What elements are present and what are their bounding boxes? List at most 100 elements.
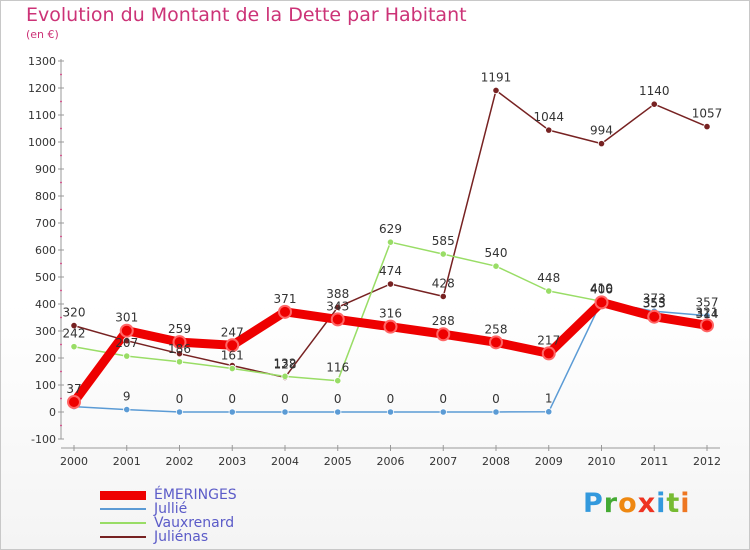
data-point (119, 323, 134, 338)
y-tick-label: 400 (35, 298, 56, 311)
data-point (386, 238, 395, 246)
data-point (334, 377, 342, 385)
data-point (545, 126, 553, 134)
chart-title: Evolution du Montant de la Dette par Hab… (26, 4, 467, 26)
data-label: 0 (334, 392, 342, 406)
data-label: 355 (643, 296, 666, 310)
x-tick-label: 2006 (377, 455, 405, 468)
data-label: 343 (326, 299, 349, 313)
data-label: 301 (115, 311, 138, 325)
x-tick-label: 2011 (640, 455, 668, 468)
y-minor-tick (60, 208, 62, 211)
data-label: 0 (281, 392, 289, 406)
legend-label-vauxrenard: Vauxrenard (154, 515, 235, 531)
logo-letter: i (680, 488, 691, 519)
data-label: 410 (590, 281, 613, 295)
data-point (123, 405, 131, 414)
data-label: 540 (485, 246, 508, 260)
data-label: 448 (537, 271, 560, 285)
data-label: 1044 (533, 110, 564, 124)
data-label: 128 (274, 357, 297, 371)
legend-swatch-julienas (100, 536, 146, 538)
data-label: 0 (387, 392, 395, 406)
data-point (228, 364, 236, 373)
legend-label-julienas: Juliénas (154, 529, 209, 545)
data-point (228, 408, 236, 416)
x-tick-label: 2003 (218, 455, 246, 468)
y-tick-label: 1200 (28, 82, 56, 95)
y-tick-label: 1100 (28, 109, 56, 122)
x-tick-label: 2004 (271, 455, 299, 468)
data-label: 1140 (639, 84, 670, 98)
y-tick-label: 1000 (28, 136, 56, 149)
data-point (597, 140, 606, 148)
data-point (383, 319, 398, 334)
data-label: 0 (176, 392, 184, 406)
data-label: 186 (168, 342, 191, 356)
data-label: 258 (485, 322, 508, 336)
logo-letter: r (603, 488, 619, 519)
data-label: 428 (432, 276, 455, 290)
y-tick-label: 200 (35, 352, 56, 365)
legend-swatch-emeringes (100, 491, 146, 500)
data-point (175, 358, 184, 366)
logo-letter: x (637, 488, 657, 519)
data-label: 353 (643, 297, 666, 311)
data-point (436, 327, 451, 342)
x-tick-label: 2007 (429, 455, 457, 468)
x-tick-label: 2002 (166, 455, 194, 468)
data-label: 0 (228, 392, 236, 406)
y-minor-tick (60, 424, 62, 427)
data-point (439, 292, 447, 301)
data-label: 9 (123, 390, 131, 404)
y-minor-tick (60, 370, 62, 373)
data-label: 132 (274, 356, 297, 370)
data-label: 410 (590, 281, 613, 295)
data-point (70, 343, 78, 351)
data-label: 314 (696, 307, 719, 321)
y-tick-label: 1300 (28, 55, 56, 68)
data-label: 247 (221, 325, 244, 339)
y-minor-tick (60, 235, 62, 238)
data-point (492, 86, 500, 95)
y-tick-label: -100 (31, 433, 56, 446)
data-point (67, 395, 81, 410)
data-point (439, 250, 447, 258)
y-minor-tick (60, 397, 62, 400)
data-point (439, 408, 447, 416)
series-lines (69, 89, 712, 413)
data-point (123, 352, 131, 360)
legend-label-emeringes: ÉMERINGES (154, 487, 237, 503)
data-label: 316 (379, 307, 402, 321)
data-point (703, 123, 711, 131)
y-minor-tick (60, 181, 62, 184)
data-point (281, 408, 289, 416)
data-label: 320 (63, 306, 86, 320)
data-point (492, 262, 500, 270)
data-point (594, 295, 609, 310)
y-minor-tick (60, 289, 62, 292)
data-point (281, 372, 289, 380)
data-label: 37 (66, 382, 81, 396)
x-tick-label: 2001 (113, 455, 141, 468)
data-point (334, 303, 342, 311)
data-label: 116 (326, 361, 349, 375)
data-label: 0 (492, 392, 500, 406)
data-label: 242 (63, 327, 86, 341)
y-minor-tick (60, 262, 62, 265)
data-point (647, 309, 662, 324)
data-label: 207 (115, 336, 138, 350)
data-point (334, 408, 342, 416)
y-minor-tick (60, 154, 62, 157)
data-point (492, 408, 500, 416)
x-tick-label: 2010 (588, 455, 616, 468)
proxiti-logo: Proxiti (583, 488, 691, 519)
x-tick-label: 2012 (693, 455, 721, 468)
data-point (172, 335, 187, 350)
data-point (545, 408, 553, 416)
y-tick-label: 900 (35, 163, 56, 176)
data-point (700, 318, 714, 333)
data-label: 288 (432, 314, 455, 328)
